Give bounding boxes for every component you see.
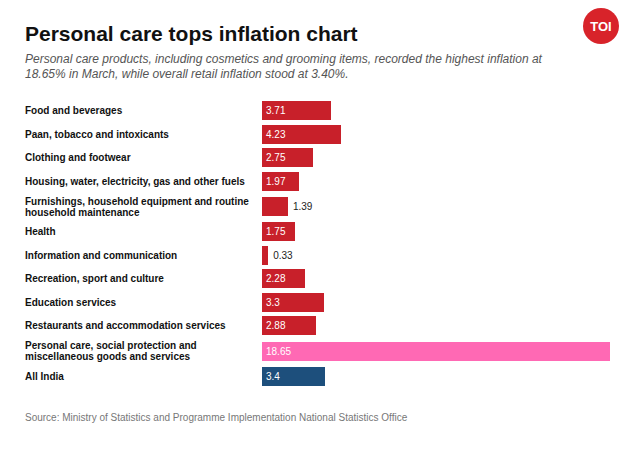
data-label: 18.65 [266,342,291,361]
category-label: Recreation, sport and culture [25,267,255,291]
category-label: Paan, tobacco and intoxicants [25,123,255,147]
title: Personal care tops inflation chart [25,22,358,46]
category-label: Food and beverages [25,99,255,123]
category-label: All India [25,365,255,389]
data-label: 2.28 [266,269,285,288]
category-label: Housing, water, electricity, gas and oth… [25,170,255,194]
plot-area [262,0,610,450]
bar [262,197,288,216]
data-label: 2.88 [266,316,285,335]
category-label: Education services [25,291,255,315]
category-label: Restaurants and accommodation services [25,314,255,338]
data-label: 2.75 [266,148,285,167]
logo: TOI [583,8,619,44]
data-label: 4.23 [266,125,285,144]
data-label: 0.33 [273,246,292,265]
data-label: 1.97 [266,172,285,191]
bar [262,246,268,265]
data-label: 1.39 [293,197,312,216]
category-label: Health [25,220,255,244]
page: {"chart_data": {"type": "bar", "orientat… [0,0,635,450]
category-label: Personal care, social protection and mis… [25,338,255,365]
data-label: 3.71 [266,101,285,120]
subtitle: Personal care products, including cosmet… [25,52,585,82]
source: Source: Ministry of Statistics and Progr… [25,412,407,423]
data-label: 1.75 [266,222,285,241]
data-label: 3.3 [266,293,280,312]
category-label: Information and communication [25,244,255,268]
category-label: Furnishings, household equipment and rou… [25,193,255,220]
data-label: 3.4 [266,367,280,386]
category-label: Clothing and footwear [25,146,255,170]
bar [262,342,610,361]
